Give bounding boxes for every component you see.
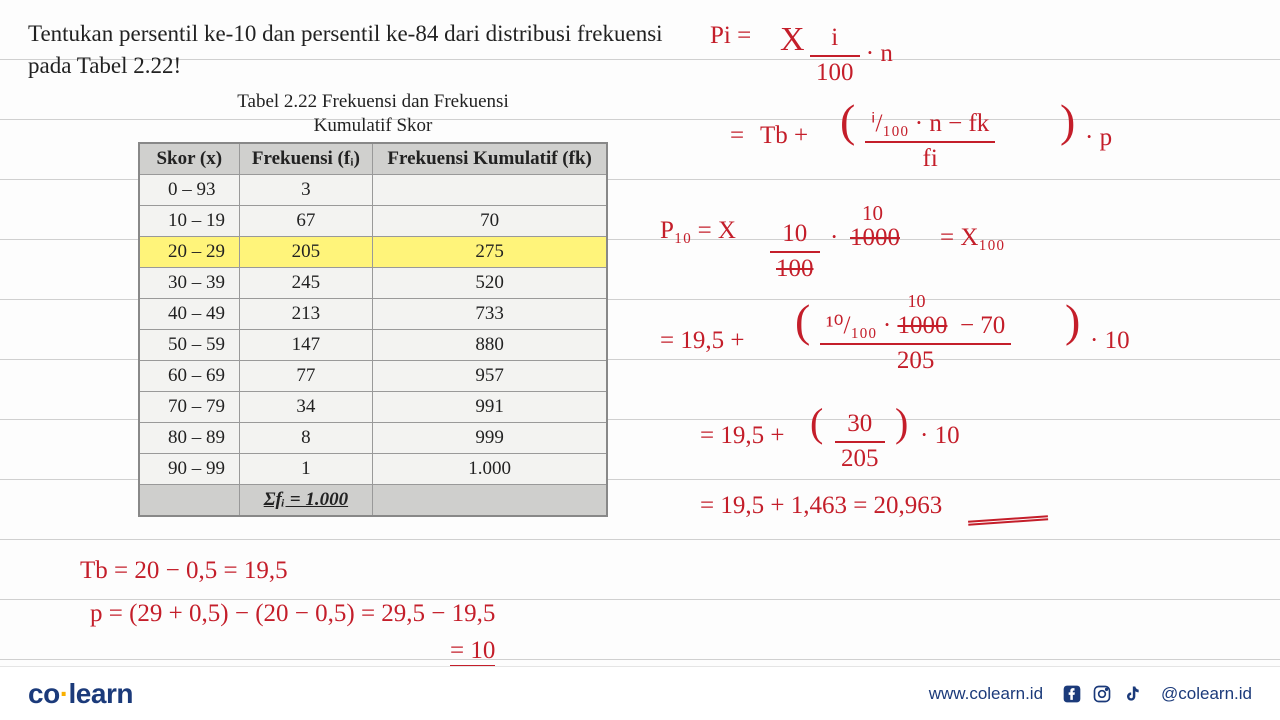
hand-p-ten: = 10 bbox=[450, 635, 495, 668]
cell-skor: 20 – 29 bbox=[139, 236, 239, 267]
facebook-icon[interactable] bbox=[1061, 683, 1083, 705]
cell-fk: 520 bbox=[373, 267, 607, 298]
cell-fi: 67 bbox=[239, 205, 373, 236]
footer-handle[interactable]: @colearn.id bbox=[1161, 684, 1252, 704]
cell-skor: 0 – 93 bbox=[139, 174, 239, 205]
brand-dot: · bbox=[60, 678, 69, 709]
cell-skor: 30 – 39 bbox=[139, 267, 239, 298]
cell-skor: 40 – 49 bbox=[139, 298, 239, 329]
cell-fi: 147 bbox=[239, 329, 373, 360]
tiktok-icon[interactable] bbox=[1121, 683, 1143, 705]
col-fk: Frekuensi Kumulatif (fk) bbox=[373, 143, 607, 175]
col-fi: Frekuensi (fᵢ) bbox=[239, 143, 373, 175]
table-row: 50 – 59147880 bbox=[139, 329, 607, 360]
cell-fi: 34 bbox=[239, 391, 373, 422]
cell-fk: 999 bbox=[373, 422, 607, 453]
cell-fi: 1 bbox=[239, 453, 373, 484]
cell-fk: 957 bbox=[373, 360, 607, 391]
cell-skor: 70 – 79 bbox=[139, 391, 239, 422]
hand-p-ten-text: = 10 bbox=[450, 637, 495, 667]
table-block: Tabel 2.22 Frekuensi dan Frekuensi Kumul… bbox=[138, 90, 608, 517]
cell-skor: 90 – 99 bbox=[139, 453, 239, 484]
footer-blank bbox=[139, 484, 239, 516]
cell-fi: 77 bbox=[239, 360, 373, 391]
cell-fi: 3 bbox=[239, 174, 373, 205]
table-row: 70 – 7934991 bbox=[139, 391, 607, 422]
cell-fi: 205 bbox=[239, 236, 373, 267]
cell-fk: 1.000 bbox=[373, 453, 607, 484]
brand-learn: learn bbox=[69, 678, 133, 709]
table-row: 90 – 9911.000 bbox=[139, 453, 607, 484]
col-skor: Skor (x) bbox=[139, 143, 239, 175]
footer-blank2 bbox=[373, 484, 607, 516]
brand-logo: co·learn bbox=[28, 678, 133, 710]
table-row: 10 – 196770 bbox=[139, 205, 607, 236]
footer-right: www.colearn.id @colearn.id bbox=[929, 683, 1252, 705]
cell-fi: 213 bbox=[239, 298, 373, 329]
page-content: Tentukan persentil ke-10 dan persentil k… bbox=[0, 0, 1280, 517]
table-row: 60 – 6977957 bbox=[139, 360, 607, 391]
cell-fk: 733 bbox=[373, 298, 607, 329]
table-row: 80 – 898999 bbox=[139, 422, 607, 453]
cell-skor: 50 – 59 bbox=[139, 329, 239, 360]
sum-fi-label: Σfᵢ = 1.000 bbox=[264, 489, 348, 510]
frequency-table: Skor (x) Frekuensi (fᵢ) Frekuensi Kumula… bbox=[138, 142, 608, 517]
table-caption: Tabel 2.22 Frekuensi dan Frekuensi Kumul… bbox=[138, 90, 608, 138]
caption-line2: Kumulatif Skor bbox=[314, 115, 433, 136]
cell-fi: 8 bbox=[239, 422, 373, 453]
table-row: 30 – 39245520 bbox=[139, 267, 607, 298]
hand-tbcalc: Tb = 20 − 0,5 = 19,5 bbox=[80, 555, 288, 588]
cell-skor: 80 – 89 bbox=[139, 422, 239, 453]
cell-fi: 245 bbox=[239, 267, 373, 298]
hand-pcalc: p = (29 + 0,5) − (20 − 0,5) = 29,5 − 19,… bbox=[90, 598, 495, 631]
cell-skor: 10 – 19 bbox=[139, 205, 239, 236]
cell-skor: 60 – 69 bbox=[139, 360, 239, 391]
footer-url[interactable]: www.colearn.id bbox=[929, 684, 1043, 704]
cell-fk: 275 bbox=[373, 236, 607, 267]
question-text: Tentukan persentil ke-10 dan persentil k… bbox=[28, 18, 688, 82]
footer-bar: co·learn www.colearn.id @colearn.id bbox=[0, 666, 1280, 720]
table-row: 40 – 49213733 bbox=[139, 298, 607, 329]
table-row: 20 – 29205275 bbox=[139, 236, 607, 267]
table-row: 0 – 933 bbox=[139, 174, 607, 205]
cell-fk: 880 bbox=[373, 329, 607, 360]
caption-line1: Tabel 2.22 Frekuensi dan Frekuensi bbox=[237, 91, 508, 112]
brand-co: co bbox=[28, 678, 60, 709]
instagram-icon[interactable] bbox=[1091, 683, 1113, 705]
cell-fk: 70 bbox=[373, 205, 607, 236]
sum-fi: Σfᵢ = 1.000 bbox=[239, 484, 373, 516]
cell-fk bbox=[373, 174, 607, 205]
cell-fk: 991 bbox=[373, 391, 607, 422]
socials bbox=[1061, 683, 1143, 705]
